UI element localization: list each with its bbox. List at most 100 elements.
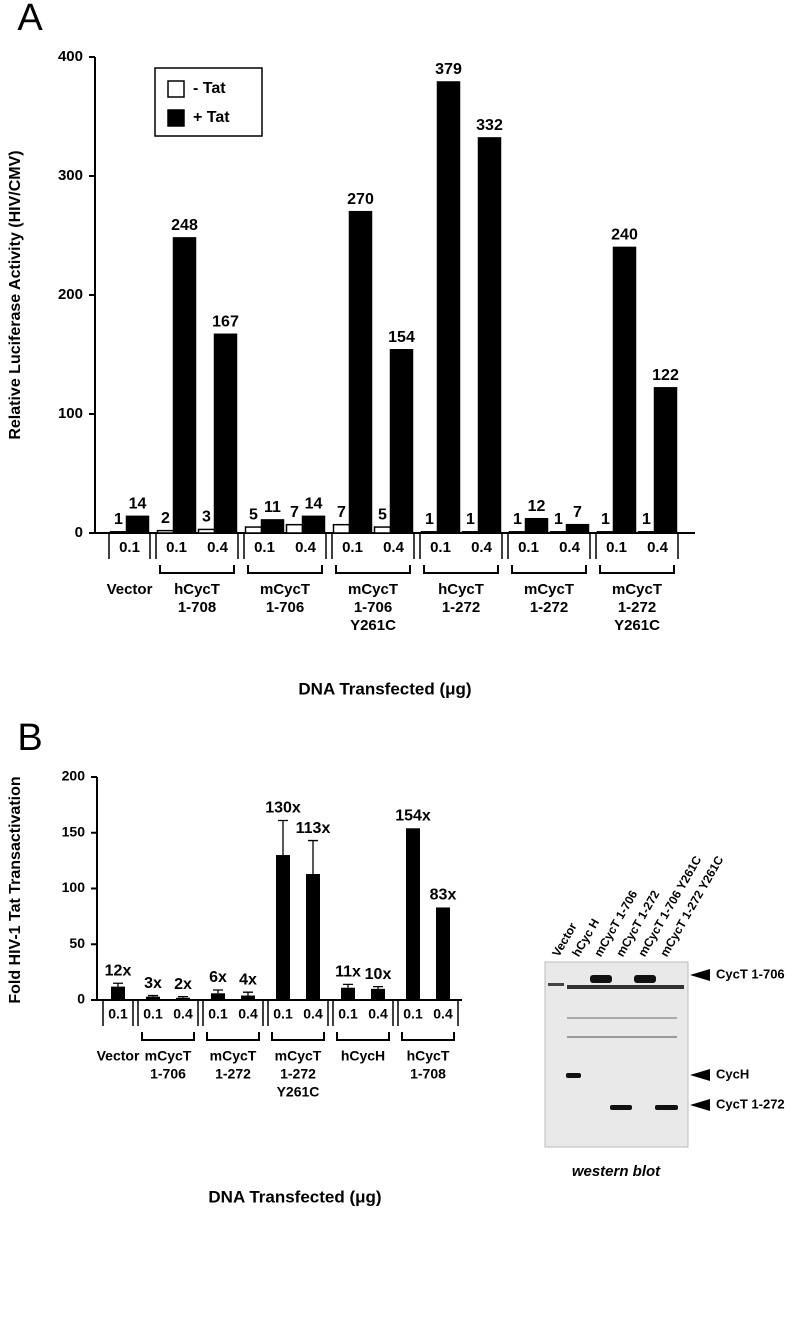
error-bar — [113, 982, 123, 987]
value-label: 12 — [528, 498, 546, 515]
value-label: 270 — [347, 191, 374, 208]
value-label: 1 — [425, 511, 434, 528]
bar — [306, 874, 320, 1000]
value-label: 7 — [337, 504, 346, 521]
bar — [109, 531, 128, 534]
x-axis-title: DNA Transfected (μg) — [298, 679, 471, 698]
group-bracket — [423, 565, 499, 574]
bar — [125, 515, 150, 534]
bar — [477, 137, 502, 534]
y-tick-label: 200 — [58, 286, 83, 303]
blot-band — [655, 1105, 678, 1110]
x-tick-label: 0.4 — [383, 539, 405, 556]
group-label: 1-272 — [618, 599, 656, 616]
bar — [637, 531, 656, 534]
error-bar — [243, 991, 253, 996]
group-label: 1-706 — [354, 599, 392, 616]
y-tick-label: 300 — [58, 167, 83, 184]
bar — [389, 348, 414, 534]
band-label: CycT 1-272 — [716, 1096, 785, 1111]
error-bar — [373, 985, 383, 989]
x-tick-label: 0.4 — [173, 1006, 193, 1022]
bar — [406, 828, 420, 1000]
blot-membrane — [544, 961, 689, 1148]
group-label: mCycT — [275, 1048, 322, 1064]
blot-band — [567, 1036, 677, 1038]
value-label: 3x — [144, 975, 162, 992]
blot-band — [610, 1105, 632, 1110]
legend-label: + Tat — [193, 109, 230, 126]
x-tick-label: 0.1 — [143, 1006, 163, 1022]
group-label: 1-272 — [215, 1066, 251, 1082]
value-label: 7 — [573, 504, 582, 521]
y-tick-label: 100 — [58, 405, 83, 422]
value-label: 248 — [171, 217, 198, 234]
error-bar — [148, 994, 158, 997]
bar — [260, 519, 285, 534]
group-label: Vector — [107, 581, 153, 598]
bar — [332, 523, 351, 534]
panel-letter: A — [17, 0, 43, 39]
value-label: 113x — [296, 820, 331, 837]
value-label: 154 — [388, 329, 415, 346]
blot-caption: western blot — [572, 1163, 661, 1180]
bar — [341, 987, 355, 1000]
western-blot: CycT 1-706 CycH CycT 1-272 Vector hCyc H… — [544, 853, 785, 1180]
value-label: 1 — [601, 511, 610, 528]
group-bracket — [336, 1032, 390, 1041]
x-tick-label: 0.1 — [254, 539, 275, 556]
x-axis-title: DNA Transfected (μg) — [208, 1187, 381, 1206]
x-tick-label: 0.4 — [368, 1006, 388, 1022]
group-bracket — [247, 565, 323, 574]
bar — [508, 531, 527, 534]
group-label: 1-708 — [410, 1066, 446, 1082]
group-label: 1-706 — [150, 1066, 186, 1082]
value-label: 10x — [365, 966, 392, 983]
group-label: mCycT — [260, 581, 310, 598]
group-bracket — [141, 1032, 195, 1041]
value-label: 1 — [554, 511, 563, 528]
y-axis-title: Relative Luciferase Activity (HIV/CMV) — [7, 150, 24, 439]
bar — [612, 246, 637, 534]
y-tick-label: 200 — [62, 768, 86, 784]
x-tick-label: 0.1 — [338, 1006, 358, 1022]
x-tick-label: 0.1 — [518, 539, 539, 556]
group-label: Y261C — [277, 1084, 320, 1100]
arrow — [690, 1099, 710, 1111]
group-label: hCycT — [174, 581, 220, 598]
x-tick-label: 0.1 — [606, 539, 627, 556]
bar — [111, 986, 125, 1000]
value-label: 11 — [264, 499, 281, 516]
x-tick-label: 0.1 — [119, 539, 140, 556]
value-label: 1 — [466, 511, 475, 528]
group-label: Vector — [97, 1048, 140, 1064]
x-tick-label: 0.4 — [471, 539, 493, 556]
value-label: 154x — [395, 808, 431, 825]
x-tick-label: 0.1 — [108, 1006, 128, 1022]
value-label: 1 — [642, 511, 651, 528]
value-label: 12x — [105, 962, 132, 979]
group-bracket — [159, 565, 235, 574]
value-label: 167 — [212, 313, 239, 330]
x-tick-label: 0.4 — [303, 1006, 323, 1022]
legend-swatch — [167, 109, 185, 127]
bar — [436, 81, 461, 534]
group-label: mCycT — [524, 581, 574, 598]
y-tick-label: 0 — [75, 524, 83, 541]
x-tick-label: 0.1 — [403, 1006, 423, 1022]
y-tick-label: 400 — [58, 48, 83, 65]
value-label: 5 — [249, 506, 258, 523]
value-label: 332 — [476, 117, 503, 134]
group-label: 1-272 — [442, 599, 480, 616]
blot-band — [548, 983, 564, 986]
group-bracket — [599, 565, 675, 574]
value-label: 2 — [161, 510, 170, 527]
bar — [653, 387, 678, 534]
bar — [524, 517, 549, 534]
group-bracket — [206, 1032, 260, 1041]
bar — [197, 528, 216, 534]
group-label: Y261C — [350, 617, 396, 634]
bar — [276, 855, 290, 1000]
value-label: 7 — [290, 504, 299, 521]
